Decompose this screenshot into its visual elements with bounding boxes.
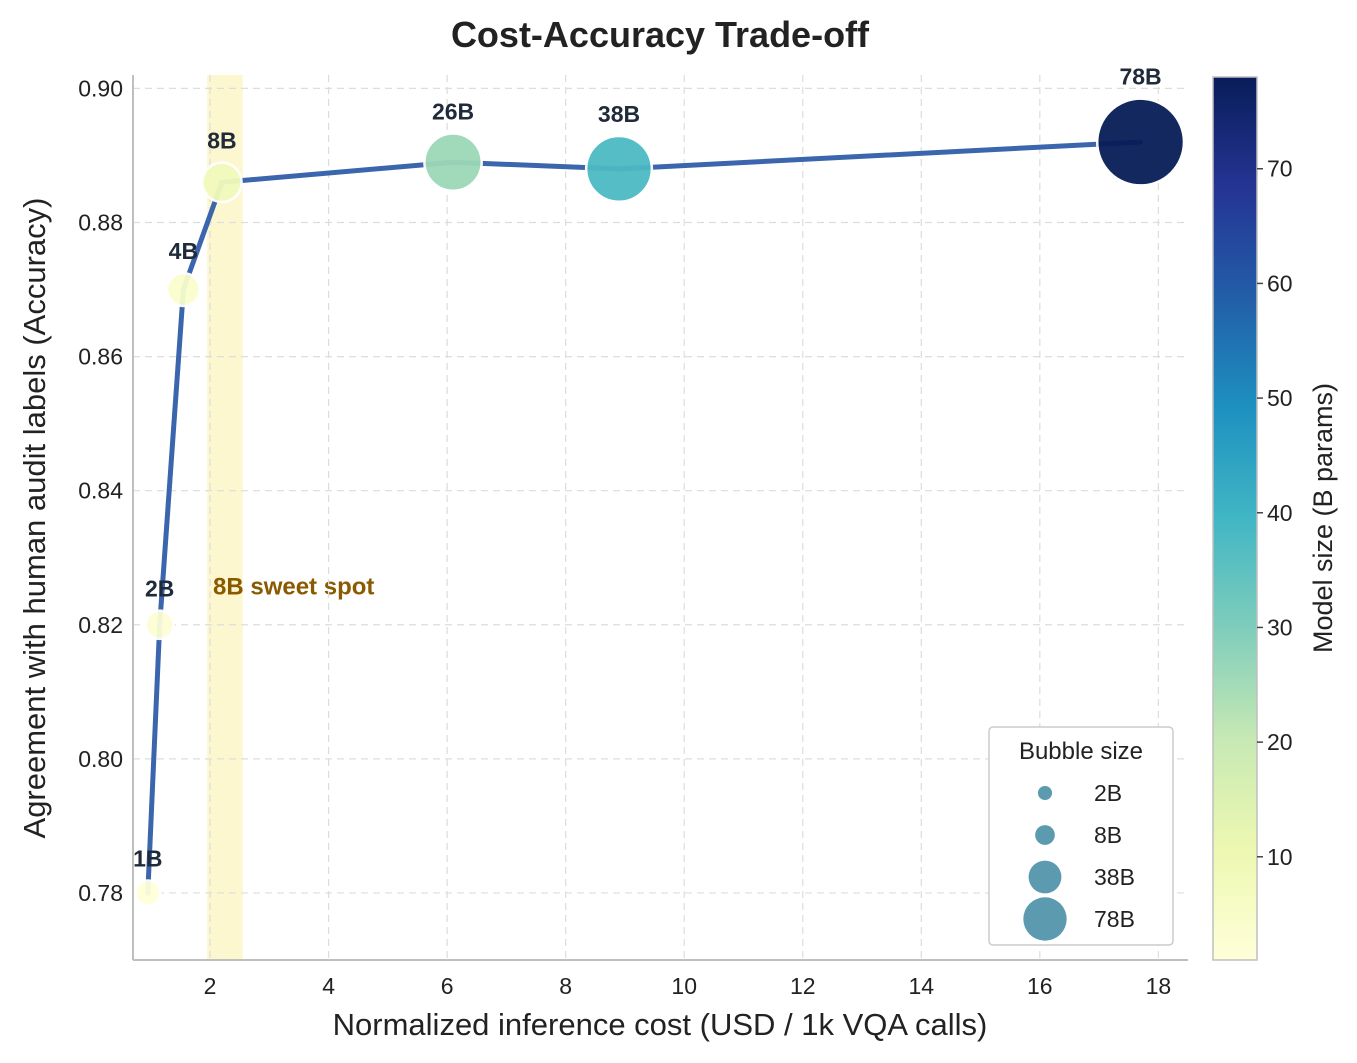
x-tick-label: 12 (790, 973, 816, 999)
x-axis-label: Normalized inference cost (USD / 1k VQA … (333, 1007, 988, 1042)
point-2b (144, 609, 176, 641)
y-tick-label: 0.86 (78, 344, 123, 370)
point-38b (584, 134, 654, 203)
colorbar-tick-label: 30 (1267, 614, 1293, 640)
sweet-spot-band (207, 75, 243, 960)
x-tick-label: 8 (559, 973, 572, 999)
x-tick-label: 6 (441, 973, 454, 999)
point-26b (423, 132, 483, 193)
point-label-26b: 26B (432, 99, 474, 125)
x-tick-label: 18 (1146, 973, 1172, 999)
axis-layer: 2 4 6 8 10 12 14 16 18 0.78 0.80 0.82 0.84 0.86 0.88 0.… (78, 75, 1188, 999)
y-tick-label: 0.80 (78, 746, 123, 772)
point-label-2b: 2B (145, 576, 174, 602)
x-tick-label: 2 (204, 973, 217, 999)
y-tick-label: 0.90 (78, 75, 123, 101)
x-tick-label: 14 (908, 973, 934, 999)
x-tick-label: 4 (322, 973, 335, 999)
point-label-8b: 8B (207, 128, 236, 154)
colorbar-tick-label: 20 (1267, 729, 1293, 755)
colorbar: 10 20 30 40 50 60 70 Model size (B params) (1212, 76, 1338, 961)
legend: Bubble size 2B 8B 38B 78B (988, 726, 1174, 946)
highlight-band-layer: 8B sweet spot (207, 75, 374, 960)
legend-title: Bubble size (1019, 738, 1143, 765)
colorbar-gradient (1212, 76, 1258, 961)
colorbar-tick-label: 40 (1267, 500, 1293, 526)
x-tick-label: 16 (1027, 973, 1053, 999)
point-1b (134, 879, 162, 907)
legend-marker-78b (1023, 897, 1067, 941)
legend-label-2b: 2B (1094, 780, 1122, 806)
colorbar-tick-label: 70 (1267, 156, 1293, 182)
point-label-38b: 38B (598, 101, 640, 127)
colorbar-tick-label: 60 (1267, 270, 1293, 296)
y-tick-label: 0.88 (78, 210, 123, 236)
x-tick-label: 10 (671, 973, 697, 999)
y-tick-label: 0.82 (78, 612, 123, 638)
y-tick-label: 0.84 (78, 478, 123, 504)
y-axis-label: Agreement with human audit labels (Accur… (17, 198, 52, 839)
point-labels-layer: 1B 2B 4B 8B 26B 38B 78B (133, 64, 1162, 872)
point-label-1b: 1B (133, 846, 162, 872)
colorbar-label: Model size (B params) (1308, 383, 1338, 653)
legend-label-78b: 78B (1094, 906, 1135, 932)
point-4b (165, 271, 202, 308)
legend-label-8b: 8B (1094, 822, 1122, 848)
colorbar-tick-label: 10 (1267, 844, 1293, 870)
legend-marker-8b (1035, 825, 1055, 845)
points-layer (134, 97, 1186, 907)
chart-title: Cost-Accuracy Trade-off (451, 14, 870, 55)
legend-label-38b: 38B (1094, 864, 1135, 890)
legend-marker-2b (1037, 785, 1053, 801)
sweet-spot-label: 8B sweet spot (213, 574, 374, 601)
y-tick-label: 0.78 (78, 880, 123, 906)
legend-marker-38b (1028, 860, 1062, 894)
point-label-4b: 4B (169, 238, 198, 264)
legend-box (988, 726, 1174, 946)
colorbar-tick-label: 50 (1267, 385, 1293, 411)
point-8b (200, 161, 243, 204)
point-78b (1095, 97, 1186, 187)
point-label-78b: 78B (1119, 64, 1161, 90)
